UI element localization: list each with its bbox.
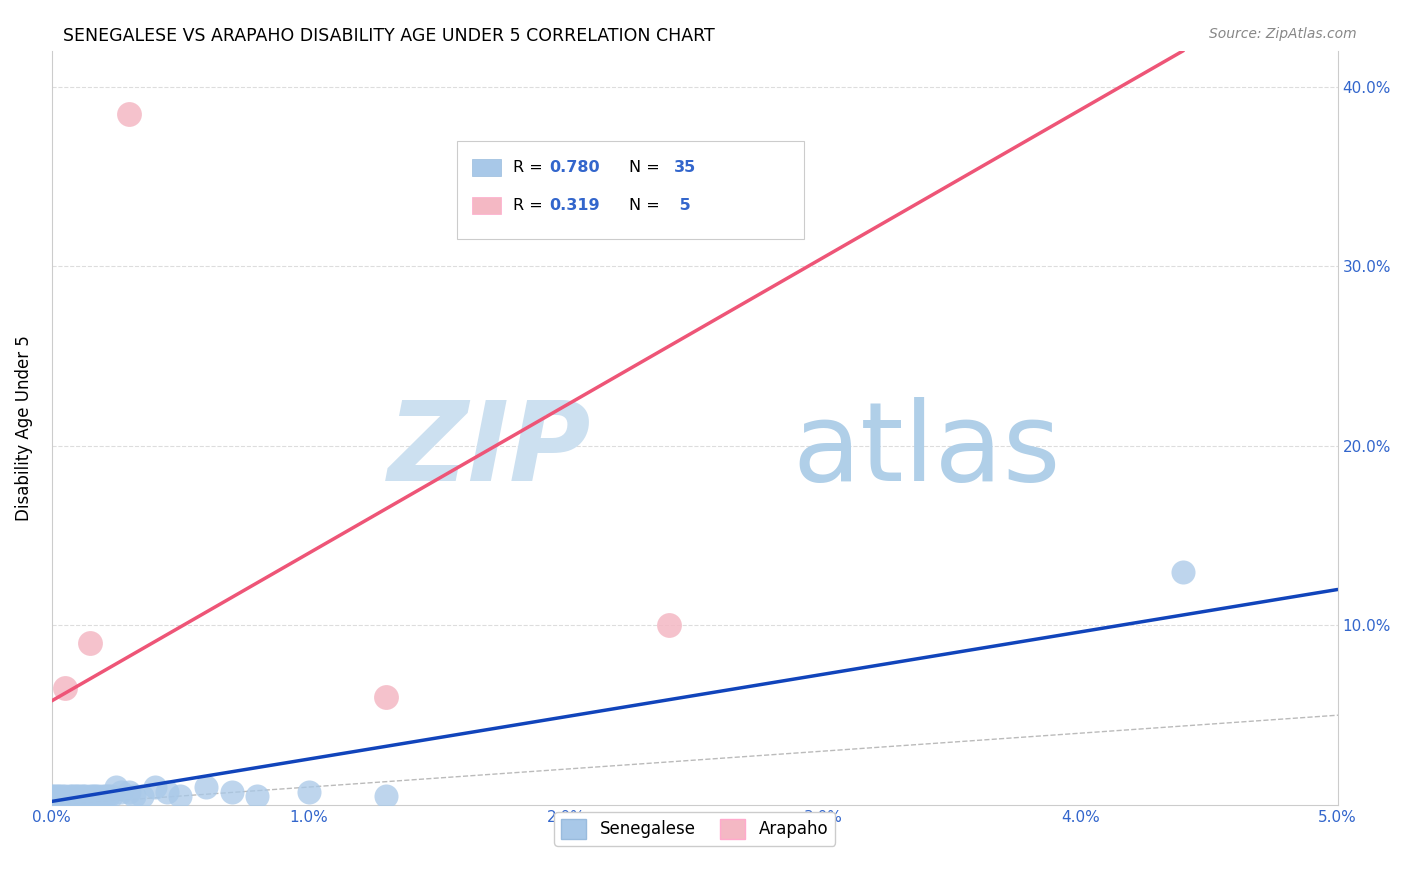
Text: SENEGALESE VS ARAPAHO DISABILITY AGE UNDER 5 CORRELATION CHART: SENEGALESE VS ARAPAHO DISABILITY AGE UND… xyxy=(63,27,716,45)
FancyBboxPatch shape xyxy=(472,197,501,213)
Point xyxy=(41,789,63,803)
Point xyxy=(79,636,101,650)
Point xyxy=(658,618,681,632)
Point xyxy=(298,785,321,799)
Point xyxy=(82,789,104,803)
Point xyxy=(100,789,122,803)
Text: 5: 5 xyxy=(673,198,690,213)
Point xyxy=(66,789,89,803)
Point xyxy=(169,789,191,803)
Text: ZIP: ZIP xyxy=(388,397,592,504)
Point xyxy=(87,789,110,803)
FancyBboxPatch shape xyxy=(472,160,501,176)
Point xyxy=(156,785,179,799)
Text: atlas: atlas xyxy=(792,397,1060,504)
Point xyxy=(246,789,269,803)
Point xyxy=(60,789,83,803)
Point xyxy=(131,789,153,803)
Text: 0.780: 0.780 xyxy=(550,160,600,175)
Point xyxy=(195,780,218,794)
Point xyxy=(75,789,97,803)
Point xyxy=(375,690,398,705)
Point xyxy=(375,789,398,803)
Text: Source: ZipAtlas.com: Source: ZipAtlas.com xyxy=(1209,27,1357,41)
Legend: Senegalese, Arapaho: Senegalese, Arapaho xyxy=(554,812,835,846)
Point xyxy=(91,789,114,803)
Point xyxy=(45,789,67,803)
Text: R =: R = xyxy=(513,160,548,175)
Text: N =: N = xyxy=(628,160,665,175)
Point xyxy=(97,789,120,803)
Point xyxy=(122,789,145,803)
Point xyxy=(110,785,132,799)
Text: R =: R = xyxy=(513,198,548,213)
Text: 0.319: 0.319 xyxy=(550,198,600,213)
Point xyxy=(48,789,70,803)
Point xyxy=(143,780,166,794)
Point xyxy=(94,789,117,803)
Text: N =: N = xyxy=(628,198,665,213)
Text: 35: 35 xyxy=(673,160,696,175)
Point xyxy=(44,789,66,803)
Point xyxy=(105,780,128,794)
Point xyxy=(79,789,101,803)
FancyBboxPatch shape xyxy=(457,141,804,239)
Point xyxy=(69,789,91,803)
Point xyxy=(63,789,86,803)
Point xyxy=(59,789,82,803)
Point xyxy=(53,681,76,696)
Point xyxy=(53,789,76,803)
Point xyxy=(1173,565,1195,579)
Point xyxy=(51,789,73,803)
Point xyxy=(118,785,141,799)
Point xyxy=(221,785,243,799)
Point xyxy=(118,106,141,120)
Point xyxy=(72,789,94,803)
Y-axis label: Disability Age Under 5: Disability Age Under 5 xyxy=(15,334,32,521)
Point xyxy=(84,789,107,803)
